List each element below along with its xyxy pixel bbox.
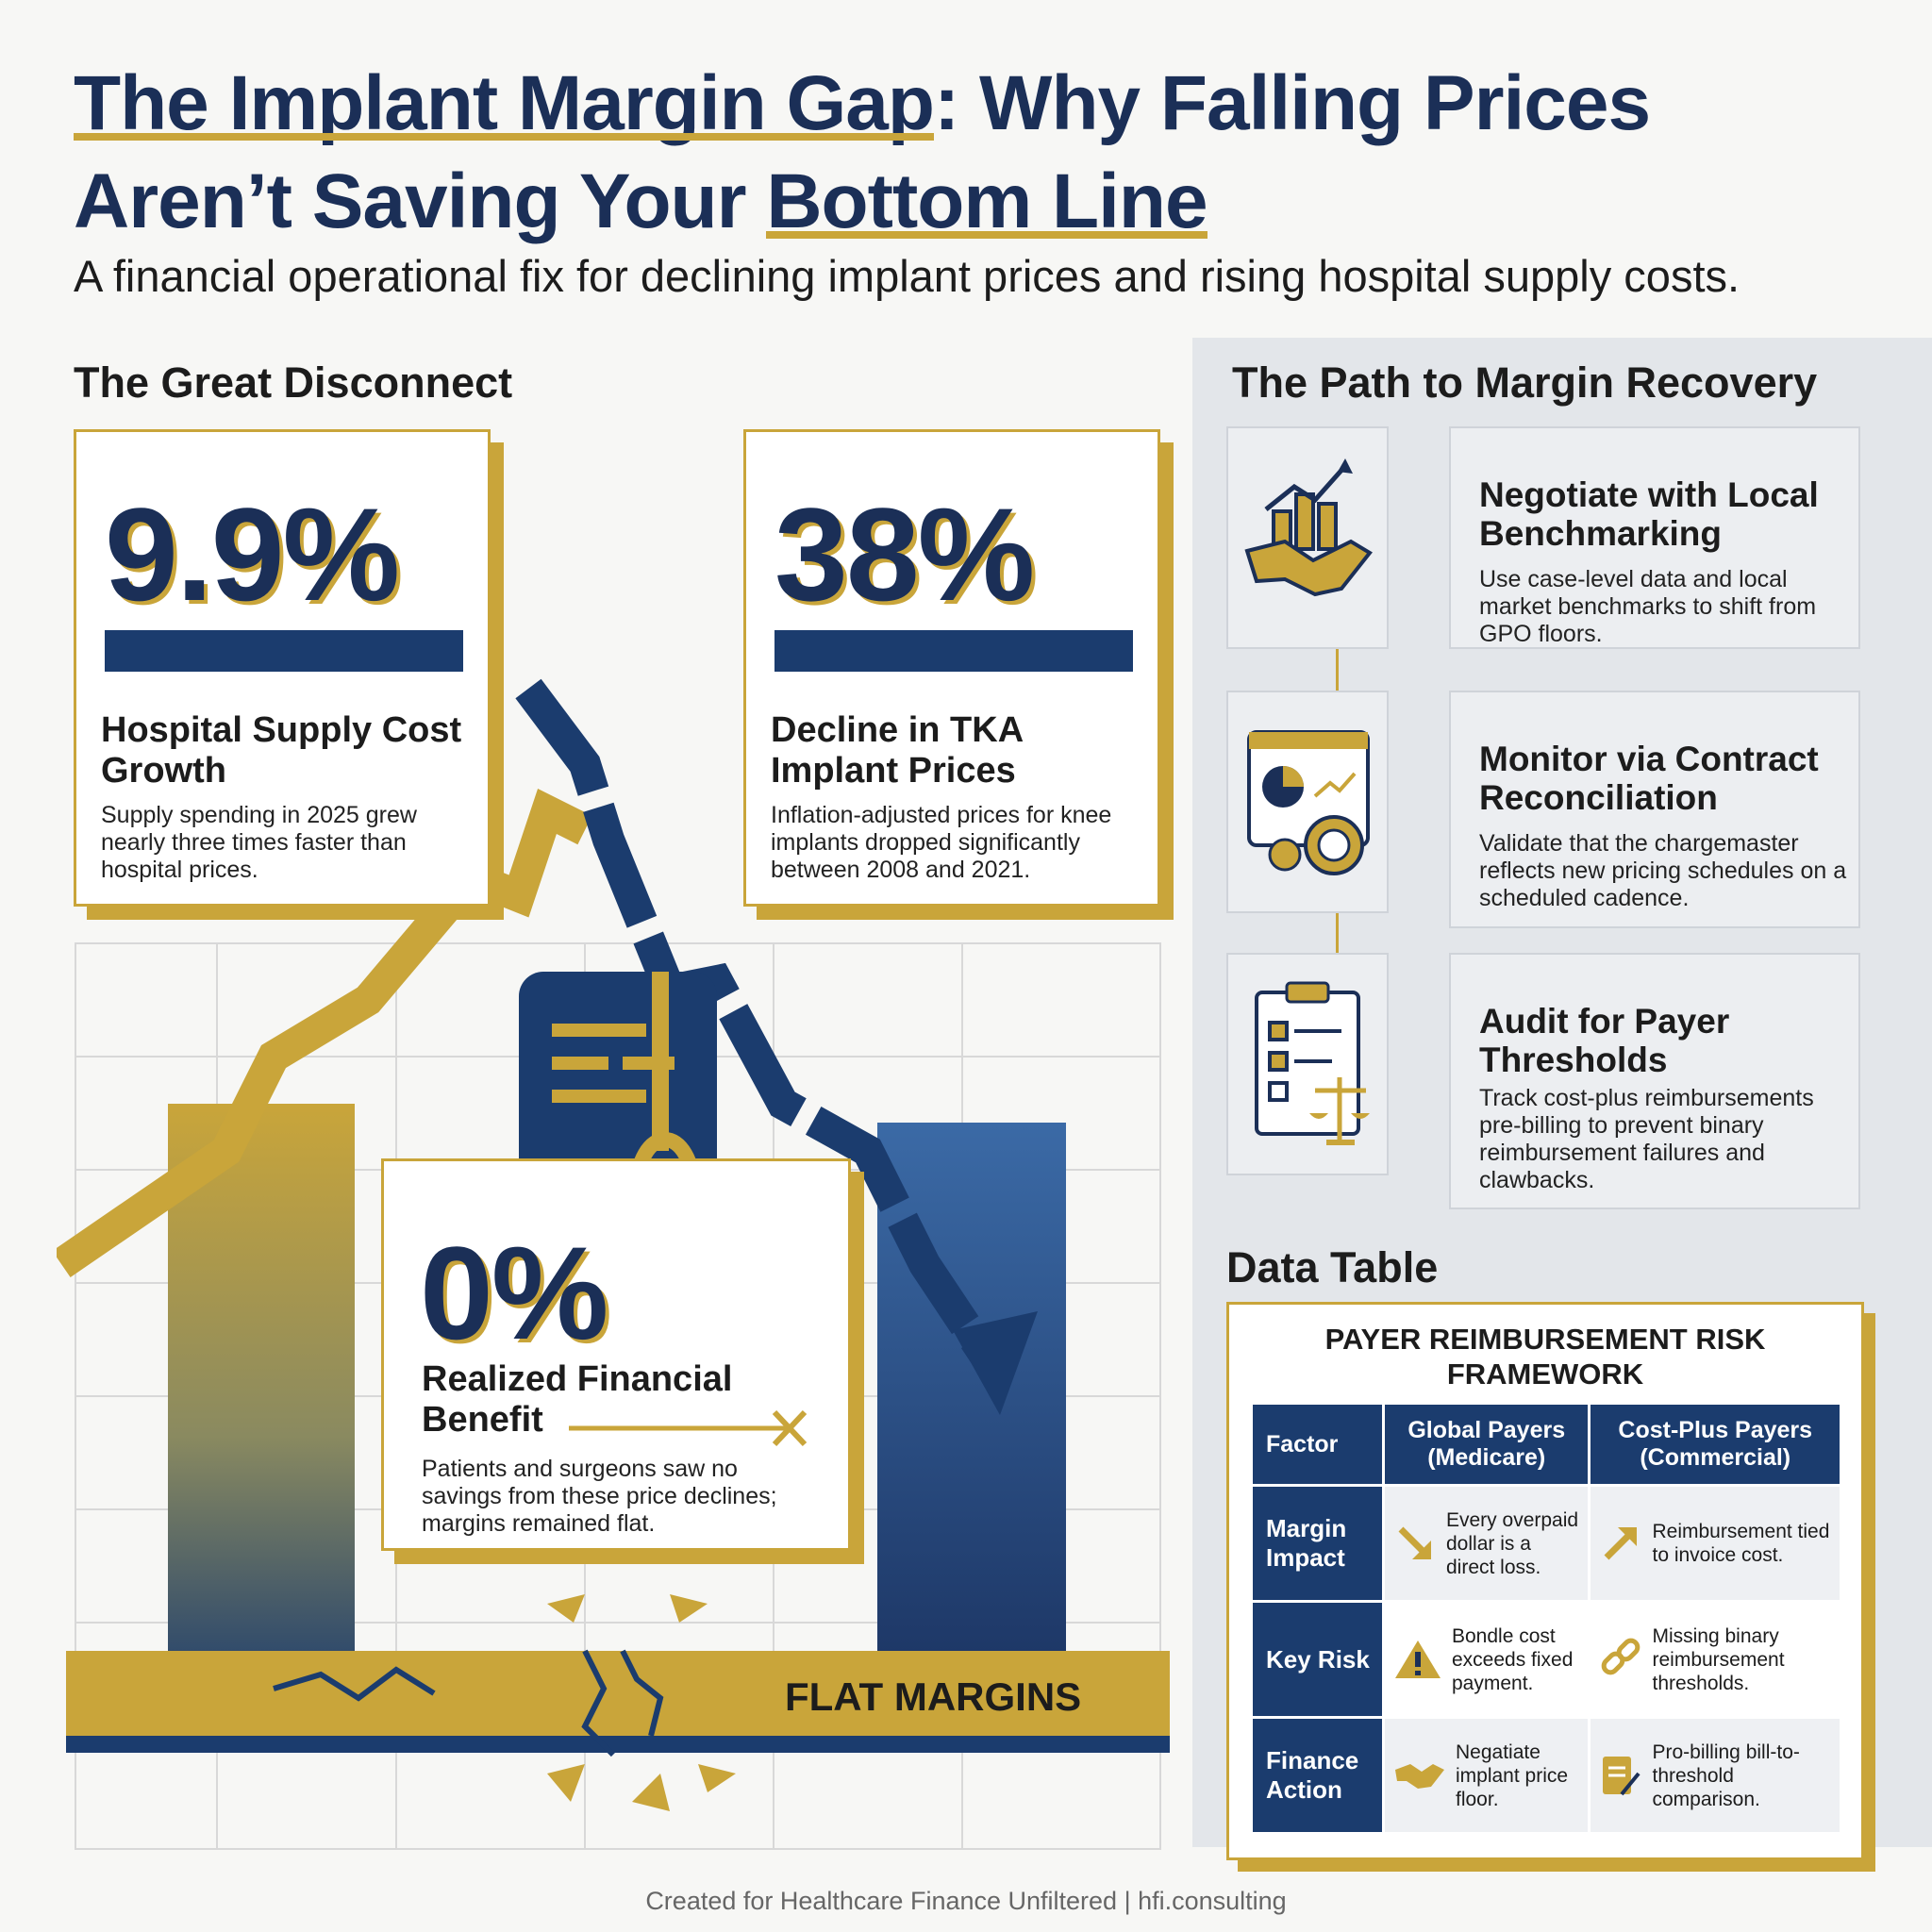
footer-credit: Created for Healthcare Finance Unfiltere…	[645, 1887, 1287, 1915]
disconnect-illustration	[57, 678, 1170, 1850]
stat-value: 38%	[774, 480, 1035, 628]
arrow-down-right-icon	[1398, 1526, 1431, 1559]
supply-cost-column	[168, 1104, 355, 1707]
stat-description: Supply spending in 2025 grew nearly thre…	[101, 802, 417, 883]
column-header: Factor	[1250, 1402, 1385, 1487]
x-arrow-icon	[569, 1409, 808, 1447]
stat-description: Inflation-adjusted prices for knee impla…	[771, 802, 1112, 883]
stat-value: 9.9%	[105, 480, 400, 628]
dashboard-gear-icon	[1247, 730, 1370, 875]
cell-text: Missing binary reimbursement thresholds.	[1652, 1624, 1785, 1694]
falling-price-arrow	[515, 678, 1014, 1387]
section-heading-disconnect: The Great Disconnect	[74, 358, 513, 407]
cell-text: Reimbursement tied to invoice cost.	[1652, 1521, 1830, 1566]
stat-value: 0%	[420, 1219, 608, 1367]
cell-text: Negatiate implant price floor.	[1456, 1740, 1569, 1810]
stat-card-supply-cost: 9.9% Hospital Supply Cost Growth Supply …	[74, 429, 491, 907]
title-highlight-2: Bottom Line	[766, 158, 1208, 244]
shard-pieces	[547, 1594, 736, 1811]
step-description: Track cost-plus reimbursements pre-billi…	[1479, 1085, 1814, 1193]
step-description: Validate that the chargemaster reflects …	[1479, 830, 1847, 911]
section-heading-recovery: The Path to Margin Recovery	[1232, 358, 1818, 407]
step-icon-box	[1226, 953, 1389, 1175]
flat-margins-label: FLAT MARGINS	[785, 1674, 1082, 1719]
page-title: The Implant Margin Gap: Why Falling Pric…	[74, 55, 1866, 251]
falling-arrow-head	[953, 1311, 1038, 1415]
cell-text: Every overpaid dollar is a direct loss.	[1446, 1508, 1579, 1578]
stat-label: Realized Financial Benefit	[422, 1359, 733, 1440]
cell-text: Bondle cost exceeds fixed payment.	[1452, 1624, 1574, 1694]
broken-link-icon	[1602, 1638, 1641, 1675]
cell-text: Pro-billing bill-to-threshold comparison…	[1652, 1740, 1800, 1810]
subtitle: A financial operational fix for declinin…	[74, 251, 1740, 301]
row-factor: Key Risk	[1250, 1600, 1385, 1719]
stat-label: Decline in TKA Implant Prices	[771, 710, 1023, 791]
step-description: Use case-level data and local market ben…	[1479, 566, 1817, 647]
title-part: : Why Falling Prices	[933, 60, 1651, 146]
stat-bar	[774, 630, 1133, 672]
risk-framework-table-card: PAYER REIMBURSEMENT RISK FRAMEWORK Facto…	[1226, 1302, 1864, 1860]
table-row: Margin Impact Every overpaid dollar is a…	[1250, 1484, 1842, 1603]
step-card-negotiate: Negotiate with Local Benchmarking Use ca…	[1449, 426, 1860, 649]
stat-card-tka-decline: 38% Decline in TKA Implant Prices Inflat…	[743, 429, 1160, 907]
risk-framework-table: Factor Global Payers (Medicare) Cost-Plu…	[1250, 1402, 1842, 1835]
stat-card-realized-benefit: 0% Realized Financial Benefit Patients a…	[381, 1158, 851, 1551]
row-factor: Finance Action	[1250, 1716, 1385, 1835]
handshake-chart-icon	[1244, 458, 1373, 597]
stat-label: Hospital Supply Cost Growth	[101, 710, 462, 791]
stat-bar	[105, 630, 463, 672]
step-title: Negotiate with Local Benchmarking	[1479, 475, 1819, 553]
step-title: Monitor via Contract Reconciliation	[1479, 740, 1819, 817]
table-row: Key Risk Bondle cost exceeds fixed payme…	[1250, 1600, 1842, 1719]
title-highlight-1: The Implant Margin Gap	[74, 60, 935, 146]
section-heading-data-table: Data Table	[1226, 1243, 1439, 1291]
title-part: Aren’t Saving Your	[74, 158, 767, 244]
rising-cost-arrow	[57, 789, 592, 1278]
step-title: Audit for Payer Thresholds	[1479, 1002, 1730, 1079]
document-pen-icon	[1603, 1757, 1641, 1796]
crack-lines	[273, 1649, 664, 1757]
clipboard-scales-icon	[1255, 981, 1370, 1145]
handshake-icon	[1395, 1764, 1444, 1789]
column-header: Global Payers (Medicare)	[1381, 1402, 1591, 1487]
table-header-row: Factor Global Payers (Medicare) Cost-Plu…	[1250, 1402, 1842, 1487]
stat-description: Patients and surgeons saw no savings fro…	[422, 1456, 777, 1537]
row-factor: Margin Impact	[1250, 1484, 1385, 1603]
step-card-audit: Audit for Payer Thresholds Track cost-pl…	[1449, 953, 1860, 1209]
step-icon-box	[1226, 426, 1389, 649]
arrow-up-right-icon	[1605, 1527, 1638, 1560]
warning-icon	[1395, 1641, 1441, 1678]
step-card-monitor: Monitor via Contract Reconciliation Vali…	[1449, 691, 1860, 928]
flat-margins-bar	[66, 1651, 1170, 1736]
table-title: PAYER REIMBURSEMENT RISK FRAMEWORK	[1324, 1323, 1766, 1391]
implant-price-column	[877, 1123, 1066, 1707]
column-header: Cost-Plus Payers (Commercial)	[1588, 1402, 1842, 1487]
table-row: Finance Action Negatiate implant price f…	[1250, 1716, 1842, 1835]
step-icon-box	[1226, 691, 1389, 913]
